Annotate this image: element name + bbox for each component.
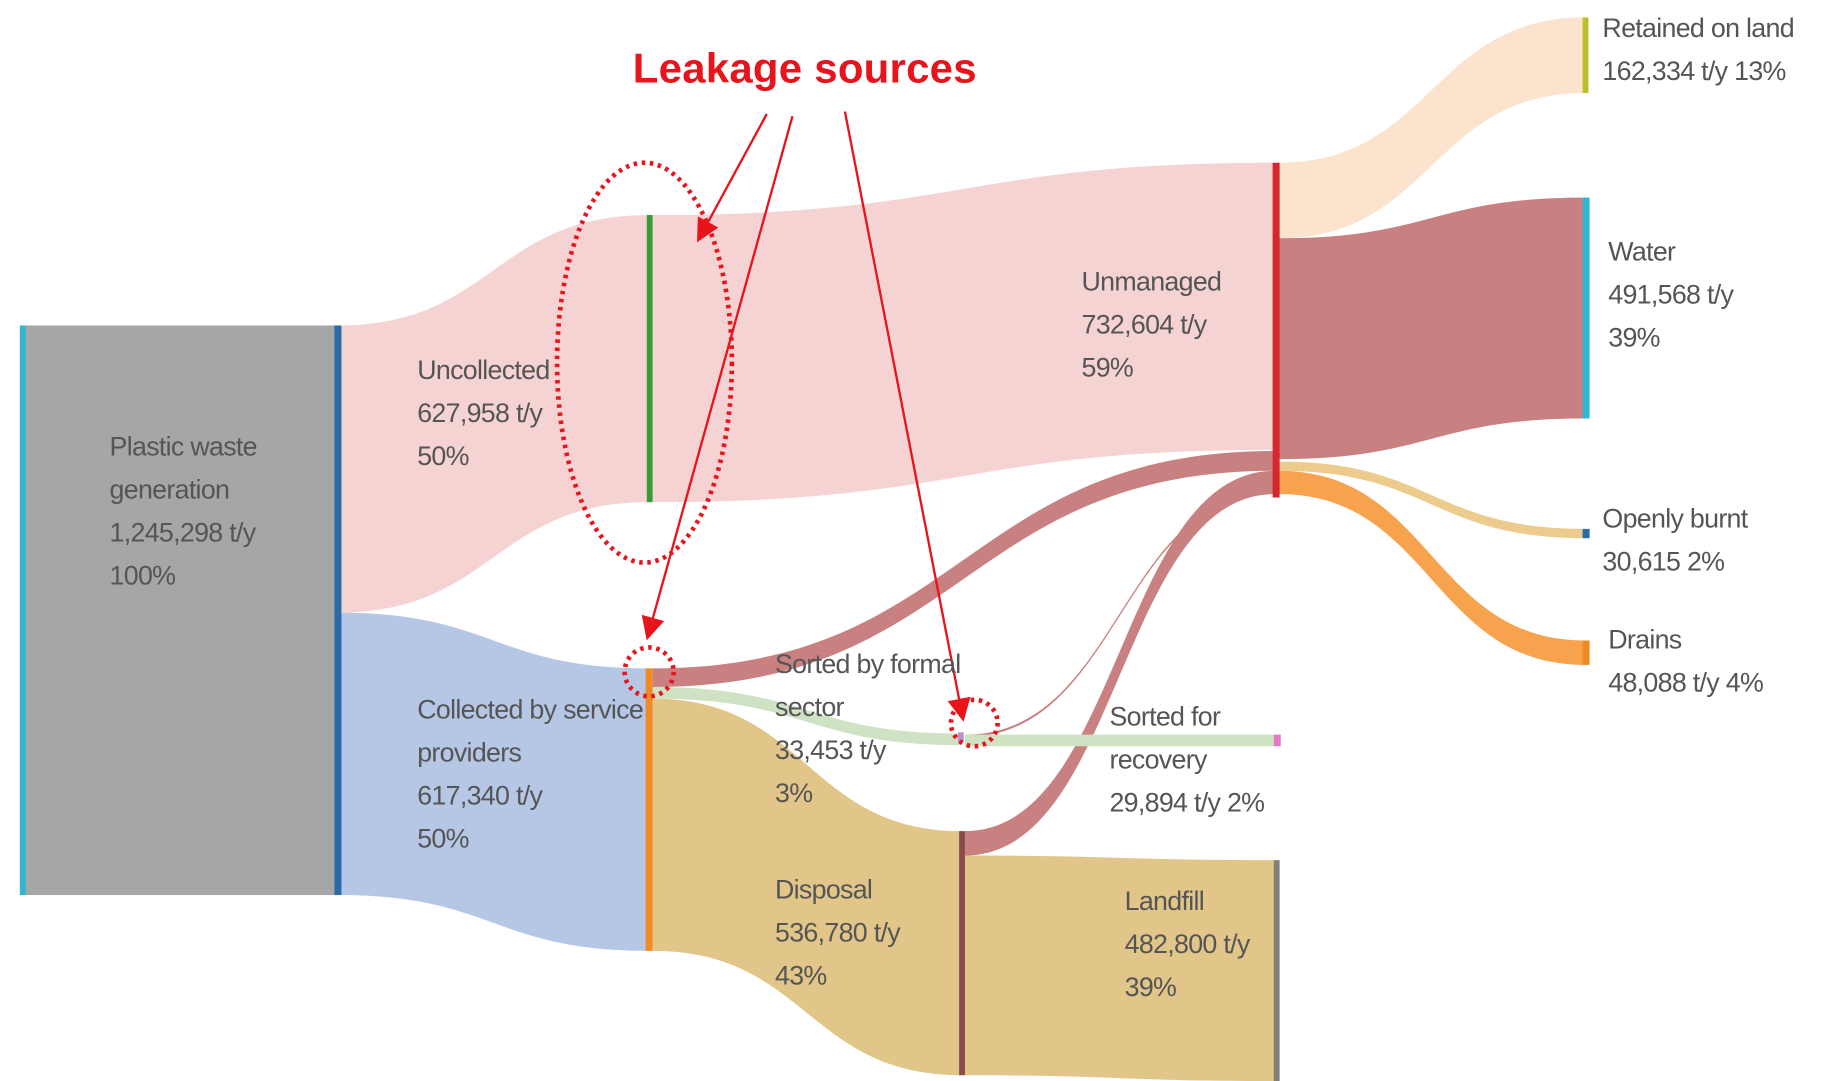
node-label: Openly burnt 30,615 2% <box>1602 498 1788 584</box>
node-bar <box>646 215 653 503</box>
node-bar <box>1582 640 1590 665</box>
node-share: 13% <box>1734 55 1786 87</box>
node-bar <box>1582 17 1589 93</box>
flows <box>337 17 1585 1081</box>
flow <box>964 855 1275 1081</box>
node-amount: 536,780 t/y <box>774 917 901 948</box>
node-share: 2% <box>1686 546 1725 577</box>
node-block <box>23 325 338 896</box>
flow <box>652 686 962 746</box>
flow <box>1278 17 1585 239</box>
node-label: Landfill <box>1124 885 1205 916</box>
node-amount: 30,615 <box>1602 546 1681 577</box>
node-amount: 162,334 t/y <box>1602 55 1728 87</box>
node-label: Water 491,568 t/y 39% <box>1608 230 1825 359</box>
node-bar <box>645 668 653 951</box>
leak-circle <box>622 645 676 699</box>
node-share: 50% <box>417 440 469 471</box>
flow <box>964 491 1275 737</box>
flow <box>1278 461 1585 539</box>
node-bar <box>959 831 965 1076</box>
node-share: 59% <box>1081 352 1134 383</box>
flow <box>652 698 962 1076</box>
arrow <box>843 111 971 722</box>
node-label: Water <box>1608 235 1676 267</box>
node-share: 39% <box>1608 321 1660 353</box>
node-label: Uncollected 627,958 t/y 50% <box>417 349 592 478</box>
flow <box>1278 197 1585 460</box>
flow <box>652 451 1275 687</box>
annotations <box>554 111 1000 749</box>
node-label: Collected by service providers 617,340 t/… <box>417 688 650 860</box>
node-bar <box>1273 860 1280 1081</box>
node-label: Sorted by formal sector 33,453 t/y 3% <box>775 643 961 815</box>
node-bar <box>957 732 964 742</box>
node-amount: 48,088 t/y <box>1608 667 1720 698</box>
node-label: Sorted by formal sector <box>774 648 961 722</box>
node-amount: 33,453 t/y <box>774 734 886 765</box>
node-share: 100% <box>109 560 176 591</box>
leak-ellipse <box>554 160 735 565</box>
node-share: 50% <box>417 822 469 854</box>
flow <box>337 215 650 613</box>
node-amount: 627,958 t/y <box>417 397 543 428</box>
flow <box>1278 470 1585 665</box>
node-share: 4% <box>1725 667 1764 698</box>
node-amount: 482,800 t/y <box>1124 928 1251 959</box>
node-share: 2% <box>1226 786 1265 818</box>
node-share: 3% <box>774 777 813 808</box>
node-label: Openly burnt <box>1602 503 1748 534</box>
arrow <box>641 115 794 641</box>
node-bar <box>19 325 26 896</box>
flow <box>964 470 1275 856</box>
flow <box>964 734 1275 747</box>
arrow <box>697 113 768 243</box>
node-share: 43% <box>774 960 827 991</box>
flow <box>652 162 1275 503</box>
node-label: Retained on land <box>1602 12 1794 44</box>
node-amount: 732,604 t/y <box>1081 309 1207 340</box>
node-amount: 491,568 t/y <box>1608 278 1734 310</box>
flow <box>337 612 650 951</box>
node-label: Disposal 536,780 t/y 43% <box>775 868 950 997</box>
node-amount: 617,340 t/y <box>417 779 543 811</box>
node-label: Retained on land 162,334 t/y 13% <box>1602 7 1825 93</box>
node-amount: 1,245,298 t/y <box>109 517 257 548</box>
node-label: Unmanaged 732,604 t/y 59% <box>1081 260 1256 389</box>
node-label: Drains 48,088 t/y 4% <box>1608 618 1818 704</box>
node-bar <box>334 325 342 896</box>
node-bar <box>1582 197 1590 419</box>
node-share: 39% <box>1124 971 1177 1002</box>
node-label: Landfill 482,800 t/y 39% <box>1125 880 1277 1009</box>
node-label: Plastic waste generation 1,245,298 t/y 100… <box>110 425 308 597</box>
node-label: Plastic waste generation <box>109 431 258 505</box>
node-bars <box>19 17 1590 1081</box>
node-amount: 29,894 t/y <box>1109 786 1221 818</box>
node-label: Collected by service providers <box>417 693 644 768</box>
node-label: Sorted for recovery <box>1109 700 1221 775</box>
node-label: Sorted for recovery 29,894 t/y 2% <box>1109 695 1295 824</box>
node-label: Unmanaged <box>1081 266 1222 297</box>
annotation-title: Leakage sources <box>632 44 977 92</box>
node-bar <box>1582 528 1590 539</box>
node-label: Disposal <box>774 874 873 905</box>
node-label: Uncollected <box>417 354 550 385</box>
node-bar <box>1272 162 1280 498</box>
node-bar <box>1273 734 1281 747</box>
leak-circle <box>948 697 1000 749</box>
node-label: Drains <box>1608 624 1682 655</box>
